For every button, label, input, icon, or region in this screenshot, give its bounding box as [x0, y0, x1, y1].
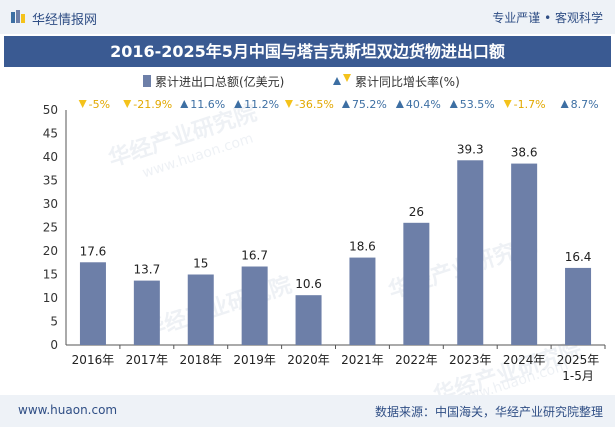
x-category-label: 2021年: [341, 353, 384, 367]
bar-7: [403, 222, 430, 345]
growth-down-triangle: [78, 100, 87, 108]
x-category-label: 2017年: [126, 353, 169, 367]
bar-6: [349, 257, 376, 345]
growth-down-triangle: [123, 100, 132, 108]
legend-down-triangle-icon: [343, 74, 351, 82]
growth-up-triangle: [560, 100, 569, 108]
bar-value-label: 26: [409, 205, 424, 219]
top-bar: 华经情报网 专业严谨 • 客观科学: [0, 0, 615, 34]
y-tick-label: 40: [43, 150, 58, 164]
growth-rate-label: 75.2%: [352, 98, 387, 111]
bar-5: [295, 295, 322, 345]
bar-9: [511, 163, 538, 345]
legend-total-label: 累计进出口总额(亿美元): [155, 74, 285, 89]
legend-item-total: 累计进出口总额(亿美元): [143, 71, 284, 91]
growth-down-triangle: [284, 100, 293, 108]
growth-up-triangle: [449, 100, 458, 108]
legend-item-growth: 累计同比增长率(%): [333, 71, 460, 91]
bar-2: [133, 280, 160, 345]
data-source: 数据来源：中国海关，华经产业研究院整理: [374, 405, 603, 419]
growth-rate-label: -21.9%: [133, 98, 172, 111]
y-tick-label: 20: [43, 244, 58, 258]
chart-legend: 累计进出口总额(亿美元) 累计同比增长率(%): [0, 71, 615, 91]
bar-value-label: 15: [193, 257, 208, 271]
x-category-label: 2018年: [179, 353, 222, 367]
bar-value-label: 16.7: [241, 249, 268, 263]
y-tick-label: 50: [43, 103, 58, 117]
brand-tagline: 专业严谨 • 客观科学: [492, 11, 603, 25]
y-tick-label: 35: [43, 174, 58, 188]
bar-value-label: 18.6: [349, 240, 376, 254]
x-category-label: 2020年: [287, 353, 330, 367]
bar-value-label: 39.3: [457, 142, 484, 156]
x-category-label: 2022年: [395, 353, 438, 367]
growth-rate-label: -36.5%: [295, 98, 334, 111]
legend-bar-swatch: [143, 75, 151, 87]
footer-url-link[interactable]: www.huaon.com: [18, 403, 118, 417]
y-tick-label: 5: [50, 315, 58, 329]
y-tick-label: 30: [43, 197, 58, 211]
bar-value-label: 38.6: [511, 146, 538, 160]
growth-rate-label: 53.5%: [460, 98, 495, 111]
x-category-label: 2024年: [503, 353, 546, 367]
x-category-label: 2016年: [72, 353, 115, 367]
chart-title: 2016-2025年5月中国与塔吉克斯坦双边货物进出口额: [110, 42, 505, 61]
bar-4: [241, 266, 268, 345]
growth-up-triangle: [341, 100, 350, 108]
bar-1: [79, 262, 106, 345]
legend-growth-label: 累计同比增长率(%): [355, 74, 460, 89]
growth-rate-label: -1.7%: [514, 98, 546, 111]
x-category-label: 2019年: [233, 353, 276, 367]
brand-logo-icon: [11, 10, 25, 23]
x-category-label: 2025年: [557, 353, 600, 367]
growth-up-triangle: [180, 100, 189, 108]
title-bar: 2016-2025年5月中国与塔吉克斯坦双边货物进出口额: [4, 36, 611, 67]
x-category-sublabel: 1-5月: [562, 369, 594, 383]
growth-rate-label: -5%: [89, 98, 110, 111]
y-tick-label: 0: [50, 338, 58, 352]
growth-rate-label: 11.6%: [190, 98, 225, 111]
growth-rate-label: 40.4%: [406, 98, 441, 111]
bar-value-label: 13.7: [133, 263, 160, 277]
growth-up-triangle: [395, 100, 404, 108]
y-tick-label: 45: [43, 127, 58, 141]
y-tick-label: 25: [43, 221, 58, 235]
y-tick-label: 10: [43, 291, 58, 305]
growth-up-triangle: [234, 100, 243, 108]
bar-value-label: 10.6: [295, 277, 322, 291]
brand-name[interactable]: 华经情报网: [32, 13, 98, 28]
footer: www.huaon.com 数据来源：中国海关，华经产业研究院整理: [0, 395, 615, 427]
growth-rate-label: 11.2%: [244, 98, 279, 111]
bar-value-label: 17.6: [80, 244, 107, 258]
bar-chart: 0 5 10 15 20 25 30 35 40 45 50 17.6 2016年 -5% 13.7 2017…: [43, 98, 606, 383]
y-tick-label: 15: [43, 268, 58, 282]
growth-down-triangle: [503, 100, 512, 108]
growth-rate-label: 8.7%: [571, 98, 599, 111]
bar-8: [457, 160, 484, 345]
legend-up-triangle-icon: [333, 77, 341, 85]
x-category-label: 2023年: [449, 353, 492, 367]
bar-10: [565, 267, 592, 345]
bar-3: [187, 274, 214, 345]
bar-value-label: 16.4: [565, 250, 592, 264]
